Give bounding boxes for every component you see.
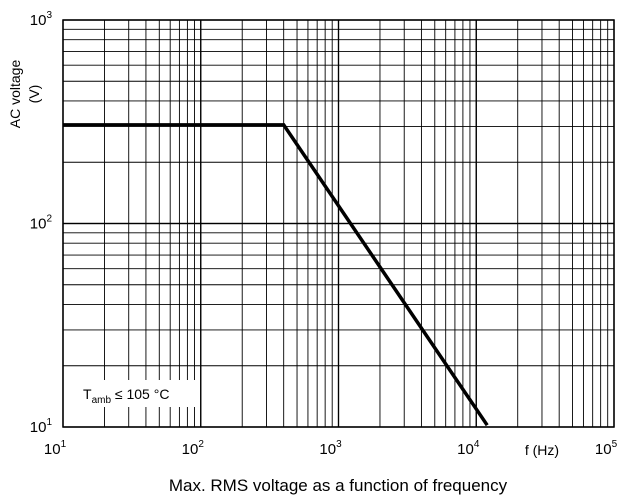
x-tick-label: 102 xyxy=(182,439,205,458)
y-tick-label: 101 xyxy=(30,417,53,436)
y-tick-label: 102 xyxy=(30,214,53,233)
grid xyxy=(62,19,615,428)
annotation-suffix: ≤ 105 °C xyxy=(111,386,169,402)
series-line xyxy=(63,123,489,427)
x-tick-label: 103 xyxy=(319,439,342,458)
x-tick-label: 101 xyxy=(44,439,67,458)
x-tick-labels: 101 102 103 104 105 xyxy=(44,439,618,458)
y-axis-label: AC voltage xyxy=(7,60,23,129)
y-axis-unit-label: (V) xyxy=(26,85,42,104)
annotation-box: Tamb ≤ 105 °C xyxy=(65,380,197,407)
annotation-subscript: amb xyxy=(92,395,112,406)
x-tick-label: 104 xyxy=(457,439,480,458)
y-tick-label: 103 xyxy=(30,10,53,29)
temperature-annotation: Tamb ≤ 105 °C xyxy=(83,386,169,406)
chart-caption: Max. RMS voltage as a function of freque… xyxy=(169,476,508,495)
x-tick-label: 105 xyxy=(595,439,618,458)
y-tick-labels: 101 102 103 xyxy=(30,10,53,436)
x-axis-label: f (Hz) xyxy=(525,442,559,458)
plot-frame xyxy=(62,19,615,428)
annotation-prefix: T xyxy=(83,386,92,402)
